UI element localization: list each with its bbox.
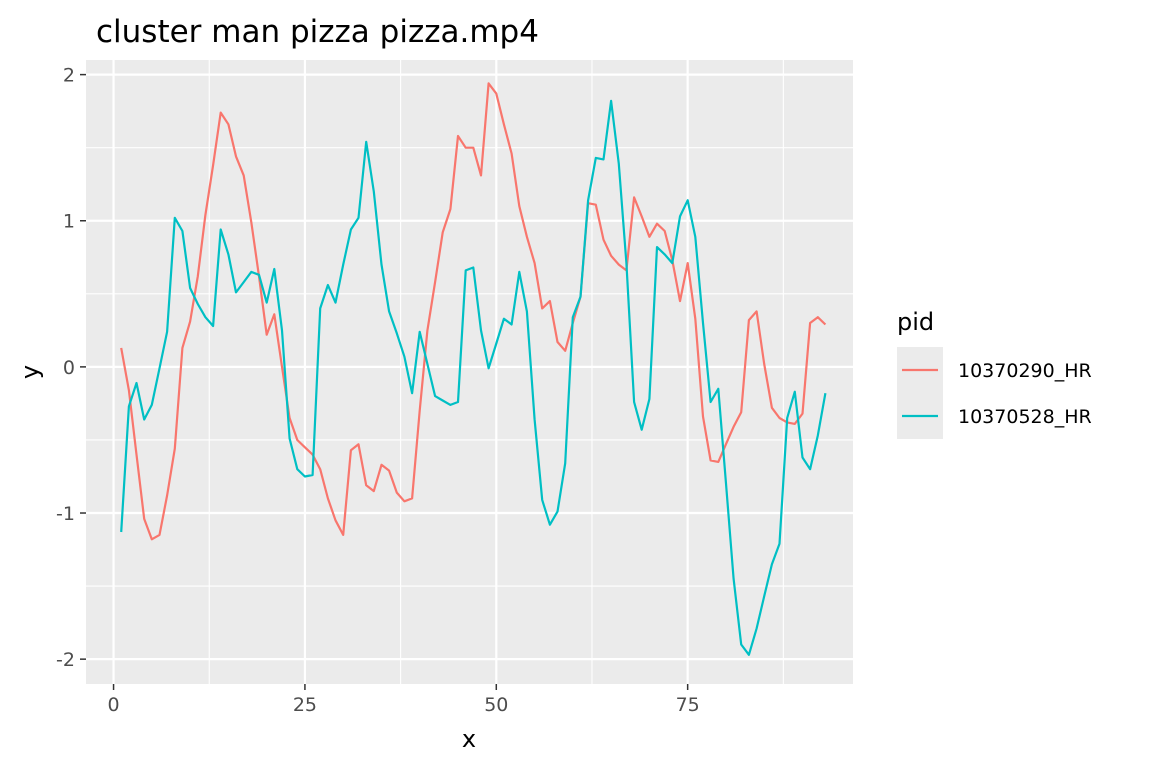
series-lines — [120, 82, 827, 656]
series-line-10370528_HR — [120, 99, 827, 656]
x-tick-label: 75 — [676, 694, 700, 716]
chart-title: cluster man pizza pizza.mp4 — [96, 14, 539, 50]
x-tick-label: 50 — [484, 694, 508, 716]
y-tick-label: -2 — [56, 649, 75, 671]
y-tick-label: 1 — [63, 211, 75, 233]
y-axis-title: y — [16, 365, 44, 379]
legend-items: 10370290_HR 10370528_HR — [897, 347, 1092, 439]
series-line-10370290_HR — [120, 82, 827, 541]
legend-title: pid — [897, 308, 934, 336]
legend-label: 10370290_HR — [958, 360, 1092, 382]
major-gridlines — [86, 60, 853, 684]
y-tick-label: 0 — [63, 357, 75, 379]
legend-label: 10370528_HR — [958, 406, 1092, 428]
x-tick-label: 0 — [108, 694, 120, 716]
legend: pid 10370290_HR 10370528_HR — [897, 308, 1092, 439]
minor-gridlines — [86, 60, 853, 684]
plot-panel — [86, 60, 853, 684]
y-tick-label: -1 — [56, 503, 75, 525]
y-axis: -2 -1 0 1 2 — [56, 65, 86, 671]
x-tick-label: 25 — [293, 694, 317, 716]
x-axis: 0 25 50 75 — [108, 684, 700, 716]
y-tick-label: 2 — [63, 65, 75, 87]
x-axis-title: x — [462, 725, 476, 753]
